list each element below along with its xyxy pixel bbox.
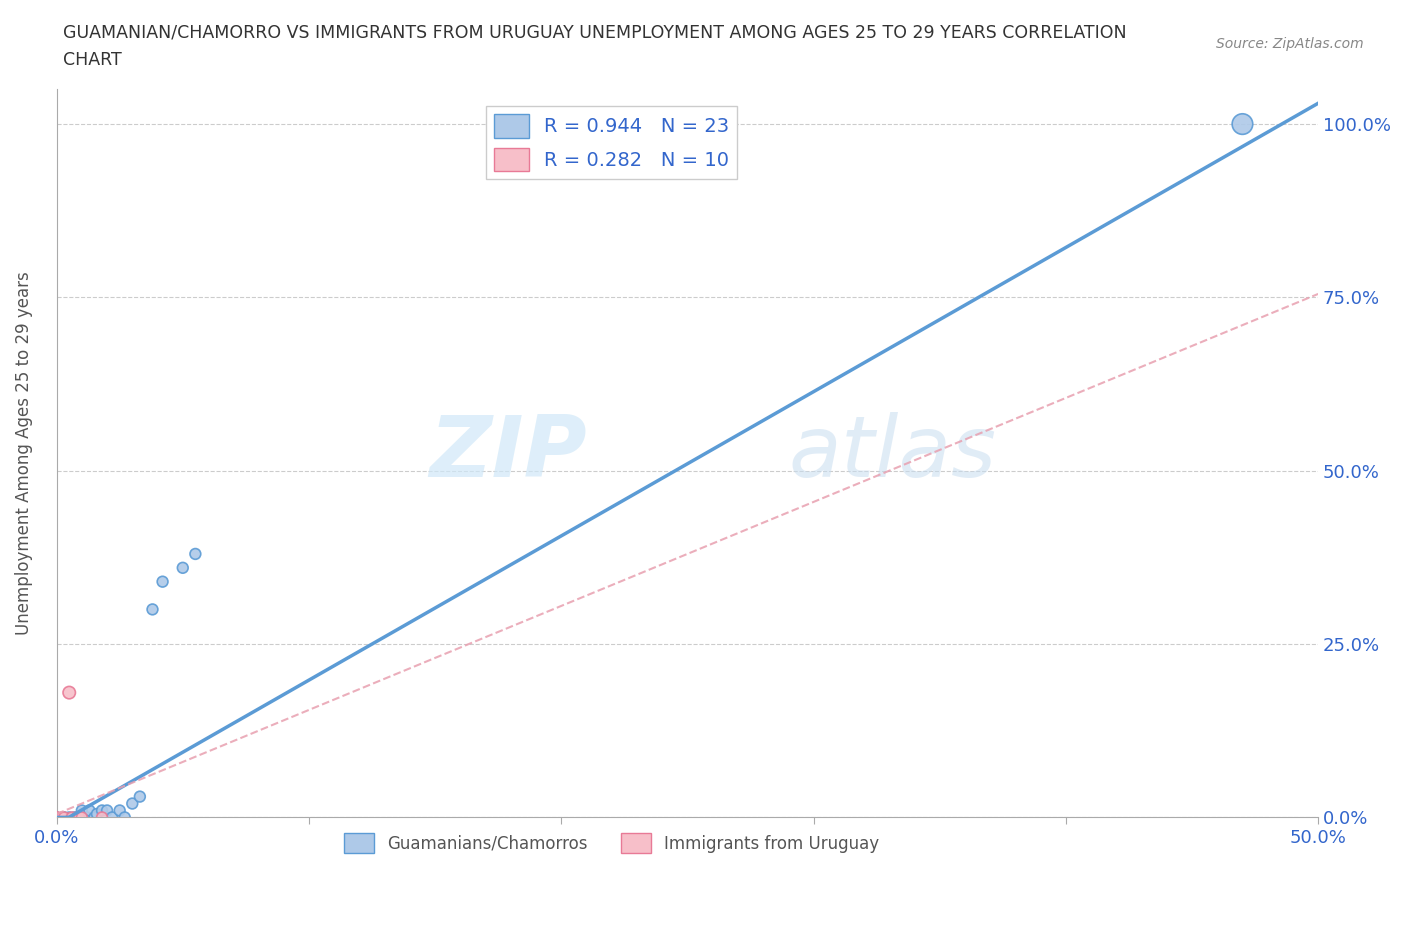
Point: [114, 810, 136, 825]
Point: [70, 803, 93, 817]
Legend: Guamanians/Chamorros, Immigrants from Uruguay: Guamanians/Chamorros, Immigrants from Ur…: [337, 827, 886, 860]
Text: GUAMANIAN/CHAMORRO VS IMMIGRANTS FROM URUGUAY UNEMPLOYMENT AMONG AGES 25 TO 29 Y: GUAMANIAN/CHAMORRO VS IMMIGRANTS FROM UR…: [63, 23, 1126, 41]
Point: [91, 803, 114, 817]
Point: [70, 810, 93, 825]
Point: [86, 806, 108, 821]
Text: CHART: CHART: [63, 51, 122, 69]
Point: [172, 561, 194, 576]
Point: [184, 547, 207, 562]
Point: [66, 810, 89, 825]
Point: [1232, 116, 1254, 131]
Point: [83, 810, 105, 825]
Point: [70, 810, 93, 825]
Point: [53, 810, 76, 825]
Point: [51, 810, 73, 825]
Point: [67, 810, 90, 825]
Point: [60, 810, 83, 825]
Y-axis label: Unemployment Among Ages 25 to 29 years: Unemployment Among Ages 25 to 29 years: [15, 272, 32, 635]
Text: ZIP: ZIP: [429, 412, 586, 495]
Point: [96, 803, 118, 817]
Point: [45, 810, 67, 825]
Point: [66, 810, 89, 825]
Point: [128, 790, 150, 804]
Point: [79, 803, 101, 817]
Point: [45, 810, 67, 825]
Point: [58, 810, 80, 825]
Point: [108, 803, 131, 817]
Point: [76, 810, 98, 825]
Point: [53, 810, 76, 825]
Point: [152, 574, 174, 589]
Point: [63, 810, 86, 825]
Point: [45, 810, 67, 825]
Point: [58, 685, 80, 700]
Text: Source: ZipAtlas.com: Source: ZipAtlas.com: [1216, 37, 1364, 51]
Point: [101, 810, 124, 825]
Point: [141, 602, 163, 617]
Text: atlas: atlas: [789, 412, 997, 495]
Point: [121, 796, 143, 811]
Point: [91, 810, 114, 825]
